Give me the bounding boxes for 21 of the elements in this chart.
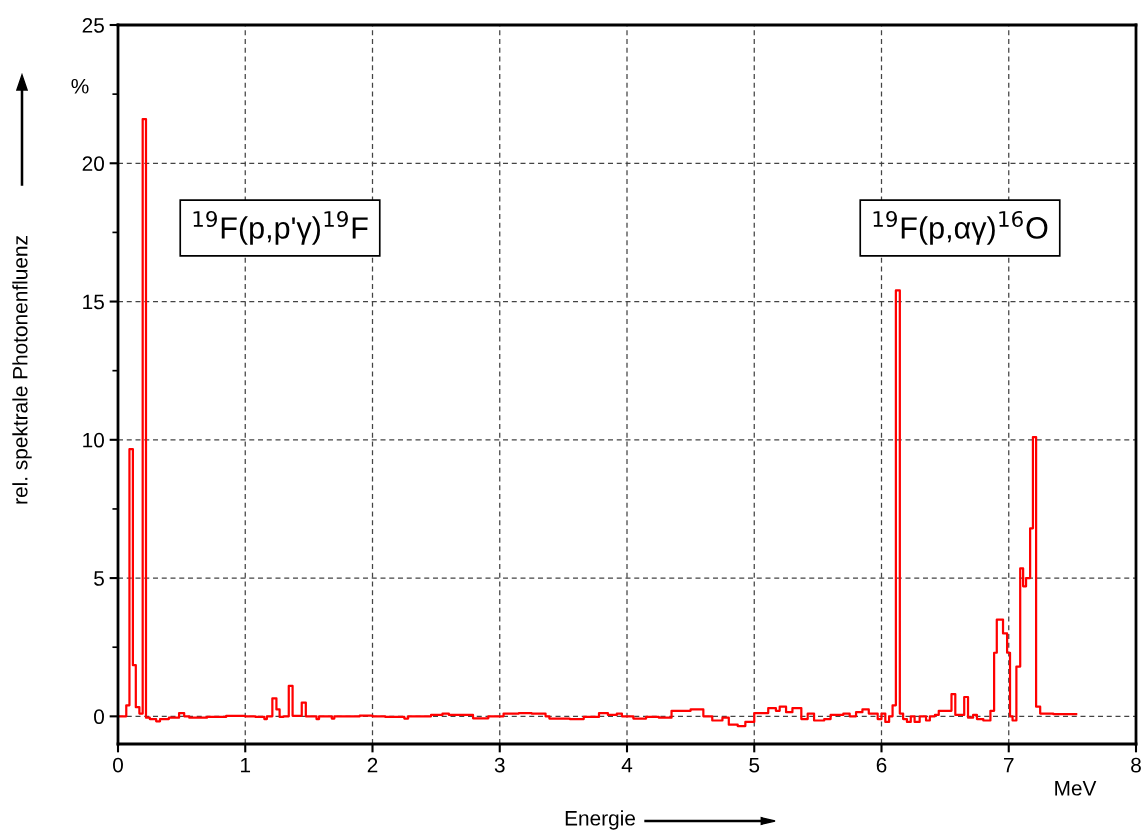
text: MeV	[1055, 781, 1097, 796]
x-tick-label: 0	[113, 757, 123, 773]
x-tick-label: 7	[1004, 757, 1014, 773]
text: %	[71, 78, 89, 94]
x-tick-label: 2	[367, 757, 378, 773]
y-tick-label: 20	[82, 156, 104, 172]
y-axis-title: rel. spektrale Photonenfluenz	[12, 236, 32, 504]
annotation: $^{19}$F(p,αγ)$^{16}$O	[873, 210, 1048, 245]
x-tick-label: 8	[1131, 757, 1141, 773]
y-tick-label: 15	[83, 294, 104, 310]
y-tick-label: 25	[82, 18, 104, 33]
x-tick-label: 1	[241, 757, 251, 773]
y-tick-label: 0	[94, 709, 104, 725]
x-tick-label: 3	[494, 757, 505, 773]
x-tick-label: 6	[876, 757, 887, 773]
x-tick-label: 4	[621, 757, 633, 773]
y-tick-label: 10	[83, 432, 104, 448]
x-tick-label: 5	[749, 757, 760, 773]
y-tick-label: 5	[94, 571, 104, 586]
annotation: $^{19}$F(p,p'γ)$^{19}$F	[193, 210, 368, 245]
x-axis-title: Energie	[565, 810, 635, 830]
